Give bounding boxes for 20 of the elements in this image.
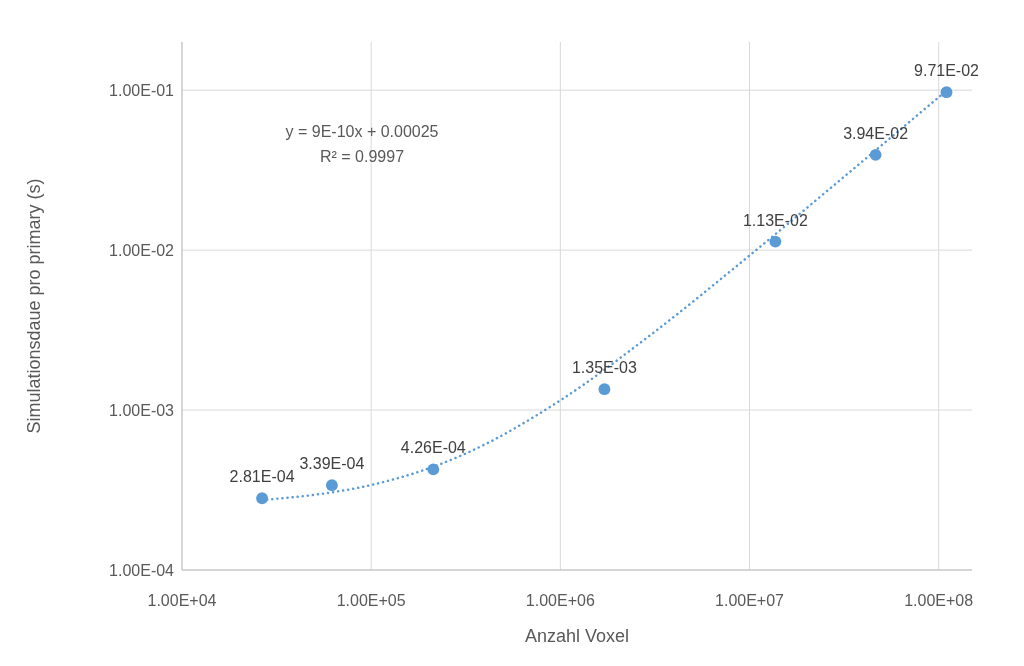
- x-tick-label: 1.00E+04: [147, 592, 217, 609]
- annotation: y = 9E-10x + 0.00025: [285, 123, 439, 140]
- data-label: 1.13E-02: [742, 211, 808, 229]
- x-tick-label: 1.00E+08: [904, 592, 974, 609]
- x-tick-label: 1.00E+07: [715, 592, 785, 609]
- x-axis-title: Anzahl Voxel: [524, 626, 630, 646]
- y-axis-title: Simulationsdaue pro primary (s): [24, 178, 44, 434]
- data-label: 3.94E-02: [843, 124, 909, 142]
- data-label: 1.35E-03: [571, 359, 637, 377]
- data-label: 3.39E-04: [299, 455, 365, 473]
- y-tick-label: 1.00E-04: [109, 561, 175, 579]
- annotation: R² = 0.9997: [319, 148, 405, 165]
- data-label: 9.71E-02: [914, 62, 980, 80]
- data-label: 2.81E-04: [229, 468, 295, 486]
- y-tick-label: 1.00E-01: [109, 81, 175, 99]
- x-tick-label: 1.00E+05: [336, 592, 406, 609]
- data-label: 4.26E-04: [400, 439, 466, 457]
- x-tick-label: 1.00E+06: [525, 592, 595, 609]
- y-tick-label: 1.00E-03: [109, 401, 175, 419]
- y-tick-label: 1.00E-02: [109, 241, 175, 259]
